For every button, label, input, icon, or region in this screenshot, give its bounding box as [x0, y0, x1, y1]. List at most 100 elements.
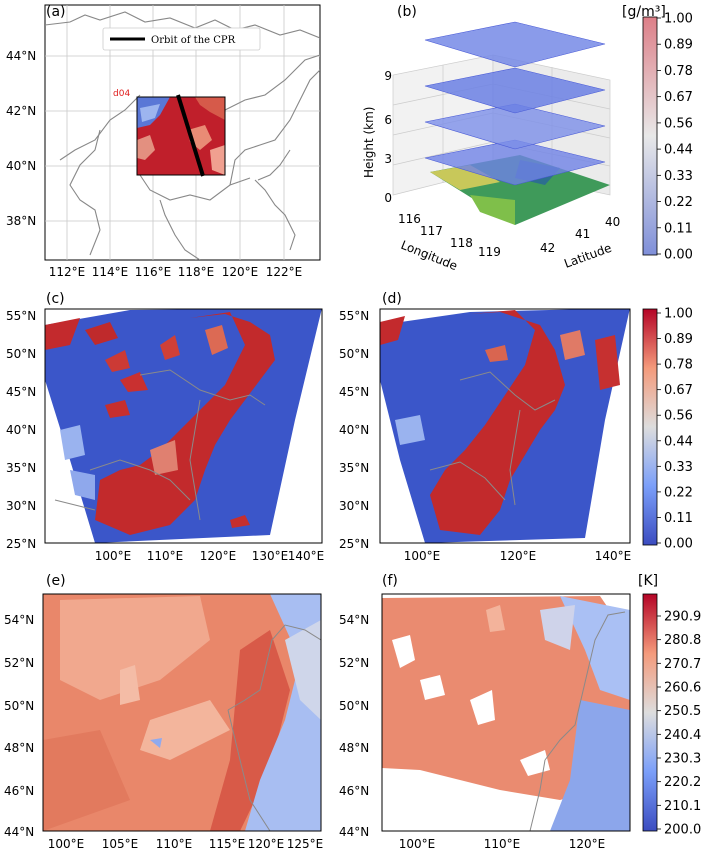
ytick: 25°N: [339, 537, 369, 551]
xtick: 120°E: [222, 265, 259, 279]
ytick: 45°N: [339, 385, 369, 399]
ytick: 25°N: [6, 537, 36, 551]
legend-orbit-label: Orbit of the CPR: [151, 35, 236, 46]
panel-a: (a) d04 Orbit of the CPR 44°N 42°N 40°N …: [6, 4, 321, 279]
ytick: 30°N: [6, 499, 36, 513]
ytick: 55°N: [6, 309, 36, 323]
xtick: 119: [478, 245, 501, 259]
panel-f-xticks: 100°E 110°E 120°E: [399, 837, 606, 850]
colorbar-tick-label: 0.67: [664, 383, 693, 398]
xtick: 114°E: [92, 265, 129, 279]
panel-b-yticks: 40 41 42: [540, 215, 620, 255]
xtick: 120°E: [248, 837, 285, 850]
colorbar-tick-label: 290.9: [664, 610, 701, 625]
colorbar-tick-label: 0.00: [664, 248, 693, 263]
ytick: 54°N: [339, 613, 369, 627]
panel-b: (b) Height (km) 9 6 3 0 11: [362, 4, 620, 273]
panel-f: (f) 54°N 52°N 50°N 48°N 46°N 44°N: [339, 573, 631, 850]
colorbar-tick-label: 240.4: [664, 728, 701, 743]
xtick: 100°E: [48, 837, 85, 850]
ytick: 48°N: [339, 741, 369, 755]
ztick: 6: [384, 113, 392, 127]
xtick: 117: [420, 224, 443, 238]
ytick: 45°N: [6, 385, 36, 399]
colorbar-tick-label: 0.11: [664, 511, 693, 526]
colorbar-tick-label: 230.3: [664, 752, 701, 767]
colorbar-tick-label: 200.0: [664, 823, 701, 838]
xtick: 110°E: [156, 837, 193, 850]
ytick: 50°N: [4, 699, 34, 713]
colorbar-tick-label: 1.00: [664, 12, 693, 27]
colorbar-tick-label: 270.7: [664, 657, 701, 672]
panel-e-yticks: 54°N 52°N 50°N 48°N 46°N 44°N: [4, 613, 34, 839]
panel-f-label: (f): [382, 573, 398, 589]
xtick: 110°E: [147, 549, 184, 563]
colorbar-tick-label: 220.2: [664, 775, 701, 790]
xtick: 105°E: [102, 837, 139, 850]
xtick: 100°E: [399, 837, 436, 850]
panel-a-xticks: 112°E 114°E 116°E 118°E 120°E 122°E: [49, 265, 303, 279]
colorbar-top: [g/m³] 1.00 0.89 0.78 0.67 0.56 0.44 0.33 0.22 0…: [622, 4, 693, 263]
panel-e: (e) 54°N 52°N 50°N 48°N 46°N 44°N: [4, 573, 323, 850]
panel-b-xticks: 116 117 118 119: [398, 212, 501, 259]
panel-e-label: (e): [46, 573, 66, 589]
ytick: 50°N: [339, 699, 369, 713]
panel-f-yticks: 54°N 52°N 50°N 48°N 46°N 44°N: [339, 613, 369, 839]
ytick: 54°N: [4, 613, 34, 627]
panel-b-ylabel: Latitude: [562, 241, 613, 271]
colorbar-tick-label: 1.00: [664, 307, 693, 322]
colorbar-tick-label: 0.78: [664, 358, 693, 373]
xtick: 120°E: [569, 837, 606, 850]
ztick: 3: [384, 152, 392, 166]
colorbar-tick-label: 0.00: [664, 537, 693, 552]
colorbar-tick-label: 0.56: [664, 116, 693, 131]
panel-c-heatmap: [45, 309, 322, 543]
xtick: 110°E: [484, 837, 521, 850]
xtick: 120°E: [200, 549, 237, 563]
panel-d-xticks: 100°E 120°E 140°E: [404, 549, 632, 563]
xtick: 115°E: [209, 837, 246, 850]
xtick: 118: [450, 236, 473, 250]
ytick: 38°N: [6, 214, 36, 228]
xtick: 112°E: [49, 265, 86, 279]
colorbar-tick-label: 0.11: [664, 221, 693, 236]
panel-c: (c) 55°N 50°N 45: [6, 291, 324, 563]
ytick: 41: [575, 227, 590, 241]
panel-a-label: (a): [46, 4, 66, 20]
panel-d: (d) 55°N 50°N 45°N 40°N 35°N 30°N 25°N: [339, 291, 631, 563]
colorbar-tick-label: 0.33: [664, 460, 693, 475]
colorbar-tick-label: 0.44: [664, 434, 693, 449]
panel-b-zticks: 9 6 3 0: [384, 69, 392, 205]
colorbar-bottom: [K] 290.9 280.8 270.7 260.6 250.5 240.4 230.3 2…: [638, 573, 701, 838]
ytick: 44°N: [6, 49, 36, 63]
ytick: 40°N: [339, 423, 369, 437]
panel-a-legend: Orbit of the CPR: [102, 27, 261, 51]
colorbar-tick-label: 210.1: [664, 799, 701, 814]
ytick: 46°N: [4, 784, 34, 798]
ytick: 30°N: [339, 499, 369, 513]
panel-b-label: (b): [397, 4, 417, 20]
xtick: 100°E: [404, 549, 441, 563]
ytick: 40°N: [6, 423, 36, 437]
panel-e-xticks: 100°E 105°E 110°E 115°E 120°E 125°E: [48, 837, 324, 850]
xtick: 140°E: [288, 549, 325, 563]
ytick: 35°N: [6, 461, 36, 475]
cloud-layers: [424, 21, 606, 186]
colorbar-top-unit: [g/m³]: [622, 4, 666, 20]
panel-a-yticks: 44°N 42°N 40°N 38°N: [6, 49, 36, 228]
colorbar-tick-label: 0.44: [664, 143, 693, 158]
colorbar-tick-label: 0.78: [664, 64, 693, 79]
panel-d-heatmap: [380, 309, 630, 543]
xtick: 118°E: [178, 265, 215, 279]
ztick: 0: [384, 191, 392, 205]
colorbar-tick-label: 0.22: [664, 485, 693, 500]
panel-f-heatmap: [382, 596, 630, 831]
xtick: 140°E: [595, 549, 632, 563]
ytick: 52°N: [4, 656, 34, 670]
panel-e-heatmap: [43, 594, 321, 831]
panel-a-domain: [136, 94, 226, 177]
colorbar-tick-label: 280.8: [664, 633, 701, 648]
domain-label: d04: [113, 89, 130, 99]
cloud-layer-4: [424, 21, 606, 68]
ytick: 48°N: [4, 741, 34, 755]
